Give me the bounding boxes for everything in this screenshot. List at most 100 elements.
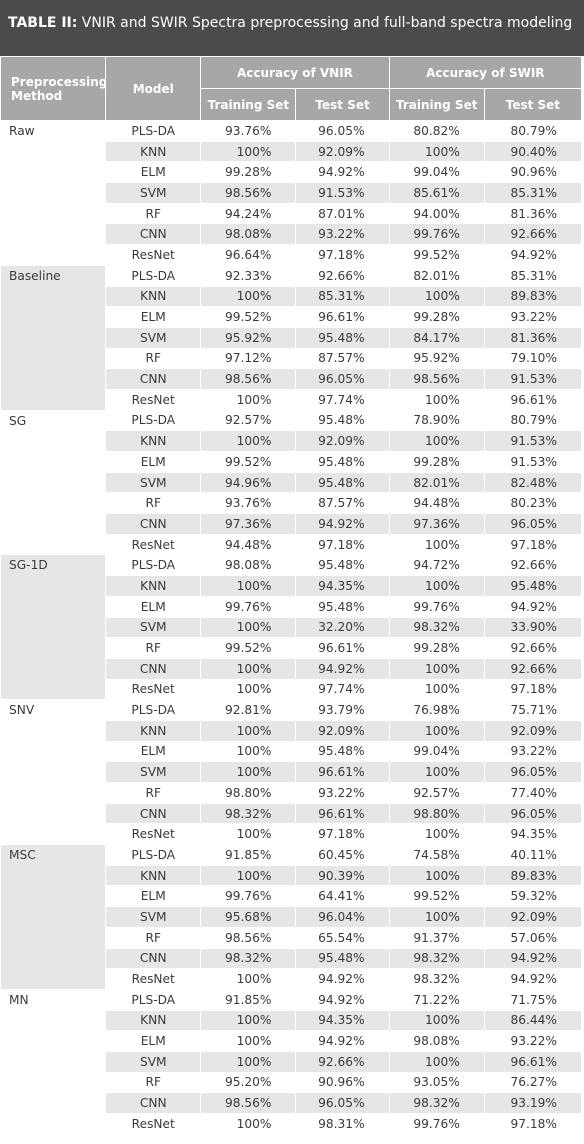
accuracy-cell: 95.48% (295, 451, 390, 473)
accuracy-cell: 94.00% (388, 202, 485, 225)
accuracy-cell: 76.27% (483, 1071, 583, 1094)
accuracy-cell: 96.61% (295, 306, 390, 328)
table-row: KNN 100% 94.35% 100% 95.48% (1, 575, 583, 597)
accuracy-cell: 95.20% (200, 1071, 297, 1094)
accuracy-cell: 94.92% (295, 657, 390, 680)
accuracy-cell: 92.33% (200, 264, 297, 287)
accuracy-cell: 40.11% (483, 844, 583, 866)
model-cell: ResNet (105, 823, 202, 846)
accuracy-cell: 94.92% (483, 244, 583, 266)
method-cell: SG-1D (0, 554, 107, 701)
model-cell: ELM (105, 306, 202, 328)
model-cell: KNN (105, 285, 202, 308)
table-label: TABLE II: (8, 15, 78, 31)
accuracy-cell: 85.61% (388, 182, 485, 204)
accuracy-cell: 97.18% (483, 533, 583, 556)
accuracy-cell: 100% (388, 657, 485, 680)
accuracy-cell: 91.85% (200, 988, 297, 1011)
accuracy-cell: 97.74% (295, 388, 390, 411)
model-cell: PLS-DA (105, 844, 202, 866)
table-row: RF 93.76% 87.57% 94.48% 80.23% (1, 492, 583, 515)
accuracy-cell: 97.74% (295, 678, 390, 701)
accuracy-cell: 92.81% (200, 699, 297, 721)
accuracy-cell: 80.79% (483, 409, 583, 432)
accuracy-cell: 91.85% (200, 844, 297, 866)
accuracy-cell: 93.76% (200, 492, 297, 515)
accuracy-cell: 87.01% (295, 202, 390, 225)
accuracy-cell: 98.80% (200, 782, 297, 804)
table-row: KNN 100% 90.39% 100% 89.83% (1, 864, 583, 887)
table-row: ELM 100% 95.48% 99.04% 93.22% (1, 740, 583, 763)
accuracy-cell: 95.68% (200, 906, 297, 928)
model-cell: SVM (105, 616, 202, 639)
accuracy-cell: 75.71% (483, 699, 583, 721)
accuracy-cell: 95.48% (483, 575, 583, 597)
model-cell: SVM (105, 471, 202, 494)
accuracy-cell: 100% (200, 1030, 297, 1052)
accuracy-cell: 100% (200, 657, 297, 680)
accuracy-cell: 98.32% (388, 947, 485, 970)
accuracy-cell: 74.58% (388, 844, 485, 866)
model-cell: SVM (105, 326, 202, 349)
accuracy-cell: 100% (200, 430, 297, 452)
accuracy-cell: 95.92% (200, 326, 297, 349)
accuracy-cell: 84.17% (388, 326, 485, 349)
accuracy-cell: 99.76% (388, 1113, 485, 1135)
accuracy-cell: 87.57% (295, 492, 390, 515)
accuracy-cell: 100% (388, 761, 485, 783)
model-cell: RF (105, 347, 202, 370)
accuracy-cell: 94.72% (388, 554, 485, 577)
accuracy-cell: 99.76% (200, 885, 297, 908)
accuracy-cell: 100% (388, 430, 485, 452)
accuracy-cell: 97.18% (295, 823, 390, 846)
accuracy-cell: 33.90% (483, 616, 583, 639)
accuracy-cell: 91.53% (295, 182, 390, 204)
accuracy-cell: 93.22% (295, 782, 390, 804)
column-header: Test Set (295, 88, 390, 121)
table-row: CNN 97.36% 94.92% 97.36% 96.05% (1, 513, 583, 535)
model-cell: ELM (105, 161, 202, 184)
accuracy-cell: 60.45% (295, 844, 390, 866)
accuracy-cell: 94.48% (388, 492, 485, 515)
table-row: KNN 100% 94.35% 100% 86.44% (1, 1009, 583, 1032)
accuracy-cell: 93.05% (388, 1071, 485, 1094)
accuracy-cell: 95.48% (295, 740, 390, 763)
model-cell: CNN (105, 947, 202, 970)
table-row: SVM 94.96% 95.48% 82.01% 82.48% (1, 471, 583, 494)
accuracy-cell: 98.08% (200, 223, 297, 246)
model-cell: KNN (105, 140, 202, 163)
accuracy-cell: 93.22% (483, 740, 583, 763)
model-cell: PLS-DA (105, 699, 202, 721)
model-cell: CNN (105, 1092, 202, 1114)
table-row: KNN 100% 92.09% 100% 91.53% (1, 430, 583, 452)
table-row: CNN 98.56% 96.05% 98.56% 91.53% (1, 368, 583, 390)
model-cell: ResNet (105, 678, 202, 701)
table-row: KNN 100% 92.09% 100% 92.09% (1, 719, 583, 742)
group-header: Accuracy of VNIR (200, 56, 390, 89)
accuracy-cell: 81.36% (483, 202, 583, 225)
accuracy-cell: 98.32% (388, 968, 485, 990)
accuracy-cell: 99.52% (388, 244, 485, 266)
accuracy-cell: 92.57% (200, 409, 297, 432)
accuracy-cell: 93.22% (483, 1030, 583, 1052)
accuracy-cell: 89.83% (483, 285, 583, 308)
accuracy-cell: 96.05% (295, 368, 390, 390)
accuracy-cell: 94.92% (483, 947, 583, 970)
model-cell: ResNet (105, 388, 202, 411)
accuracy-cell: 96.61% (295, 761, 390, 783)
accuracy-cell: 97.12% (200, 347, 297, 370)
accuracy-cell: 80.79% (483, 120, 583, 142)
model-cell: RF (105, 492, 202, 515)
model-cell: KNN (105, 1009, 202, 1032)
table-body: Raw PLS-DA 93.76% 96.05% 80.82% 80.79% KNN 100%… (0, 120, 583, 1135)
accuracy-cell: 77.40% (483, 782, 583, 804)
model-cell: KNN (105, 719, 202, 742)
table-row: ResNet 100% 97.74% 100% 96.61% (1, 388, 583, 411)
accuracy-cell: 100% (388, 1050, 485, 1073)
accuracy-cell: 92.66% (295, 264, 390, 287)
accuracy-cell: 100% (388, 906, 485, 928)
accuracy-cell: 100% (200, 1113, 297, 1135)
table-row: ResNet 96.64% 97.18% 99.52% 94.92% (1, 244, 583, 266)
accuracy-cell: 81.36% (483, 326, 583, 349)
